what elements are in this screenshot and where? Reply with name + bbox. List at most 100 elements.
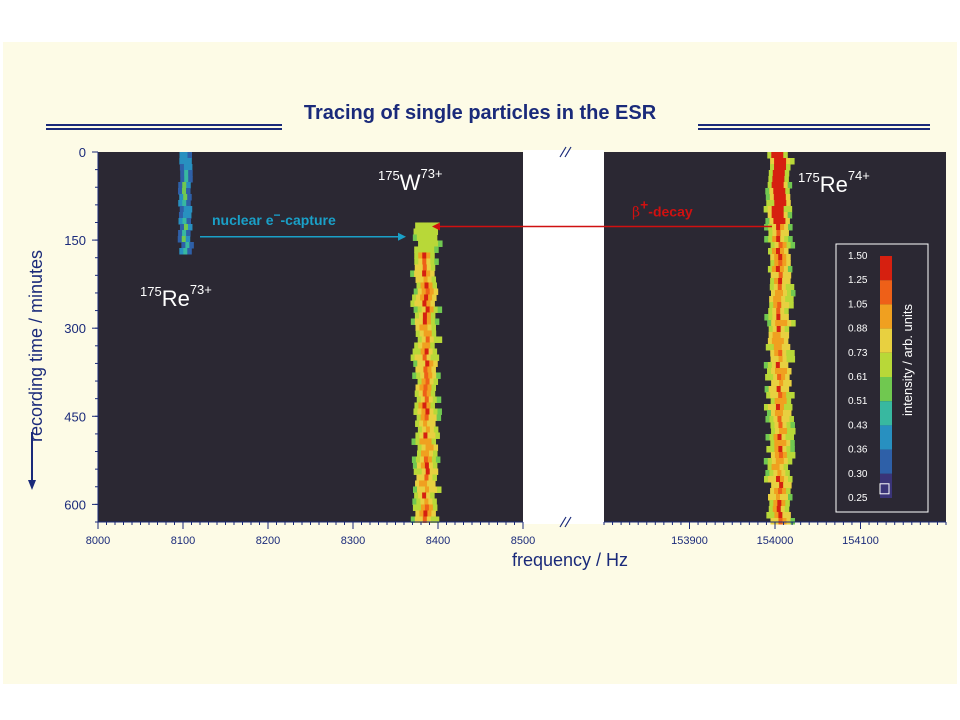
- trace-cell: [432, 504, 438, 511]
- trace-cell: [179, 152, 185, 159]
- trace-cell: [770, 392, 775, 399]
- trace-cell: [771, 152, 776, 159]
- trace-cell: [434, 318, 440, 325]
- trace-cell: [429, 360, 434, 367]
- trace-cell: [422, 246, 427, 253]
- trace-cell: [426, 354, 432, 361]
- trace-cell: [784, 230, 789, 237]
- trace-cell: [428, 348, 434, 355]
- trace-cell: [426, 258, 431, 265]
- trace-cell: [782, 452, 788, 459]
- trace-cell: [433, 450, 438, 457]
- trace-cell: [425, 444, 431, 451]
- trace-cell: [779, 290, 784, 297]
- trace-cell: [416, 498, 421, 505]
- trace-cell: [412, 372, 417, 379]
- trace-cell: [415, 438, 421, 445]
- trace-cell: [776, 224, 781, 231]
- trace-cell: [426, 300, 431, 307]
- trace-cell: [412, 504, 418, 511]
- trace-cell: [416, 282, 422, 289]
- trace-cell: [423, 222, 428, 229]
- trace-cell: [775, 458, 781, 465]
- trace-cell: [782, 392, 787, 399]
- trace-cell: [183, 158, 188, 165]
- trace-cell: [774, 260, 779, 267]
- trace-cell: [767, 338, 773, 345]
- trace-cell: [783, 338, 789, 345]
- trace-cell: [183, 194, 188, 201]
- trace-cell: [778, 446, 783, 453]
- nuclear-capture-label: nuclear e−-capture: [212, 208, 336, 228]
- trace-cell: [786, 260, 791, 267]
- trace-cell: [784, 326, 790, 333]
- trace-cell: [780, 494, 785, 501]
- trace-cell: [778, 242, 784, 249]
- trace-cell: [186, 182, 191, 189]
- trace-cell: [782, 350, 787, 357]
- trace-cell: [787, 458, 793, 465]
- trace-cell: [185, 242, 190, 249]
- trace-cell: [438, 240, 443, 247]
- trace-cell: [768, 386, 774, 393]
- trace-cell: [181, 236, 187, 243]
- trace-cell: [426, 270, 431, 277]
- trace-cell: [410, 318, 416, 325]
- trace-cell: [770, 488, 775, 495]
- trace-cell: [428, 498, 433, 505]
- trace-cell: [178, 230, 183, 237]
- trace-cell: [412, 462, 418, 469]
- trace-cell: [768, 326, 774, 333]
- trace-cell: [771, 362, 777, 369]
- trace-cell: [779, 338, 785, 345]
- trace-cell: [429, 426, 435, 433]
- trace-cell: [425, 378, 431, 385]
- trace-cell: [429, 408, 434, 415]
- trace-cell: [790, 422, 795, 429]
- trace-cell: [770, 512, 775, 519]
- trace-cell: [771, 404, 777, 411]
- trace-cell: [784, 170, 790, 177]
- colorbar-swatch: [880, 328, 892, 353]
- x-tick-label: 153900: [671, 535, 708, 547]
- trace-cell: [423, 510, 428, 517]
- trace-cell: [410, 516, 416, 523]
- trace-cell: [772, 476, 777, 483]
- trace-cell: [778, 254, 783, 261]
- trace-cell: [427, 276, 433, 283]
- trace-cell: [769, 302, 774, 309]
- trace-cell: [766, 512, 771, 519]
- trace-cell: [774, 512, 779, 519]
- trace-cell: [775, 206, 781, 213]
- trace-cell: [780, 248, 785, 255]
- trace-cell: [775, 464, 781, 471]
- trace-cell: [770, 518, 775, 525]
- trace-cell: [431, 432, 436, 439]
- trace-cell: [410, 354, 416, 361]
- trace-cell: [427, 438, 433, 445]
- trace-cell: [184, 176, 189, 183]
- trace-cell: [183, 206, 189, 213]
- trace-cell: [777, 434, 783, 441]
- trace-cell: [417, 426, 423, 433]
- trace-cell: [784, 332, 790, 339]
- trace-cell: [769, 296, 774, 303]
- trace-cell: [423, 276, 429, 283]
- trace-cell: [773, 188, 778, 195]
- trace-cell: [778, 164, 783, 171]
- trace-cell: [778, 398, 784, 405]
- trace-cell: [787, 428, 792, 435]
- trace-cell: [179, 158, 184, 165]
- trace-cell: [181, 242, 186, 249]
- trace-cell: [786, 410, 792, 417]
- trace-cell: [182, 212, 188, 219]
- trace-cell: [778, 392, 783, 399]
- trace-cell: [770, 356, 776, 363]
- trace-cell: [780, 230, 785, 237]
- trace-cell: [783, 458, 789, 465]
- trace-cell: [430, 300, 435, 307]
- trace-cell: [419, 420, 424, 427]
- trace-cell: [433, 444, 439, 451]
- trace-cell: [430, 270, 435, 277]
- trace-cell: [418, 270, 423, 277]
